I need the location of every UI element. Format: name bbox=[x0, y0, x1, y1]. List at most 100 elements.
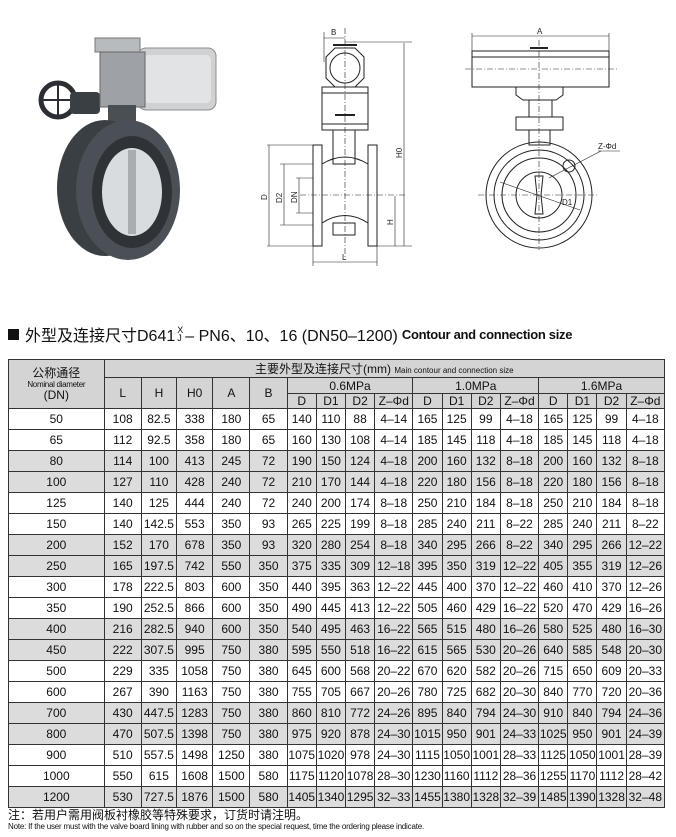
table-cell: 670 bbox=[412, 660, 443, 682]
table-cell: 282.5 bbox=[140, 618, 178, 640]
table-cell: 20–30 bbox=[625, 639, 666, 661]
table-cell: 250 bbox=[412, 492, 443, 514]
table-cell: 530 bbox=[470, 639, 501, 661]
table-cell: 530 bbox=[103, 786, 142, 808]
cell-dn: 1000 bbox=[8, 765, 105, 787]
table-row: 800 470 507.5 1398 750 380 975 920 878 24–30 1015 9… bbox=[8, 723, 666, 745]
table-cell: 1485 bbox=[538, 786, 569, 808]
table-cell: 1255 bbox=[538, 765, 569, 787]
table-cell: 16–26 bbox=[499, 618, 540, 640]
table-cell: 600 bbox=[212, 576, 251, 598]
table-cell: 1455 bbox=[412, 786, 443, 808]
table-cell: 32–33 bbox=[374, 786, 414, 808]
title-model-variant: X J bbox=[177, 325, 184, 343]
table-cell: 319 bbox=[596, 555, 627, 577]
table-cell: 4–14 bbox=[374, 429, 414, 451]
table-cell: 16–22 bbox=[374, 618, 414, 640]
table-cell: 211 bbox=[470, 513, 501, 535]
cell-dn: 1200 bbox=[8, 786, 105, 808]
pneumatic-actuator bbox=[94, 37, 217, 111]
dim-label-a: A bbox=[537, 27, 543, 36]
table-cell: 210 bbox=[441, 492, 472, 514]
cell-dn: 65 bbox=[8, 429, 105, 451]
table-cell: 355 bbox=[567, 555, 598, 577]
header-col-h: H bbox=[140, 377, 178, 409]
table-cell: 156 bbox=[596, 471, 627, 493]
table-cell: 4–18 bbox=[499, 429, 540, 451]
table-cell: 125 bbox=[441, 408, 472, 430]
dimensions-table: 公称通径 Nominal diameter (DN) 主要外型及连接尺寸(mm)… bbox=[8, 359, 666, 808]
table-cell: 755 bbox=[286, 681, 317, 703]
table-cell: 125 bbox=[567, 408, 598, 430]
table-cell: 568 bbox=[344, 660, 376, 682]
table-cell: 1328 bbox=[470, 786, 501, 808]
table-row: 50 108 82.5 338 180 65 140 110 88 4–14 165 125 99 4–1… bbox=[8, 408, 666, 430]
table-cell: 400 bbox=[441, 576, 472, 598]
table-cell: 727.5 bbox=[140, 786, 178, 808]
table-cell: 1058 bbox=[175, 660, 214, 682]
table-cell: 24–36 bbox=[625, 702, 666, 724]
table-cell: 640 bbox=[538, 639, 569, 661]
table-cell: 210 bbox=[286, 471, 317, 493]
title-variant-top: X bbox=[177, 325, 184, 335]
table-cell: 88 bbox=[344, 408, 376, 430]
header-subcol: D1 bbox=[567, 393, 598, 409]
table-cell: 160 bbox=[441, 450, 472, 472]
table-cell: 110 bbox=[315, 408, 347, 430]
cell-dn: 200 bbox=[8, 534, 105, 556]
table-cell: 1112 bbox=[470, 765, 501, 787]
table-cell: 553 bbox=[175, 513, 214, 535]
header-subcol: D2 bbox=[470, 393, 501, 409]
table-cell: 65 bbox=[249, 429, 288, 451]
table-cell: 132 bbox=[470, 450, 501, 472]
table-cell: 211 bbox=[596, 513, 627, 535]
table-cell: 370 bbox=[470, 576, 501, 598]
table-cell: 470 bbox=[567, 597, 598, 619]
table-cell: 480 bbox=[596, 618, 627, 640]
table-cell: 319 bbox=[470, 555, 501, 577]
table-cell: 750 bbox=[212, 702, 251, 724]
cell-dn: 100 bbox=[8, 471, 105, 493]
table-cell: 1001 bbox=[470, 744, 501, 766]
table-cell: 20–26 bbox=[499, 660, 540, 682]
table-cell: 750 bbox=[212, 639, 251, 661]
cell-dn: 300 bbox=[8, 576, 105, 598]
table-cell: 99 bbox=[596, 408, 627, 430]
title-prefix: 外型及连接尺寸D641 bbox=[25, 328, 176, 345]
table-cell: 428 bbox=[175, 471, 214, 493]
table-cell: 350 bbox=[212, 513, 251, 535]
table-cell: 975 bbox=[286, 723, 317, 745]
table-row: 1200 530 727.5 1876 1500 580 1405 1340 1295 32–33… bbox=[8, 786, 666, 808]
table-row: 350 190 252.5 866 600 350 490 445 413 12–22 505 460… bbox=[8, 597, 666, 619]
table-cell: 225 bbox=[315, 513, 347, 535]
table-row: 125 140 125 444 240 72 240 200 174 8–18 250 210 184 8… bbox=[8, 492, 666, 514]
table-cell: 160 bbox=[567, 450, 598, 472]
table-row: 100 127 110 428 240 72 210 170 144 4–18 220 180 156 8… bbox=[8, 471, 666, 493]
table-cell: 810 bbox=[315, 702, 347, 724]
table-cell: 895 bbox=[412, 702, 443, 724]
table-cell: 174 bbox=[344, 492, 376, 514]
table-cell: 429 bbox=[596, 597, 627, 619]
table-cell: 463 bbox=[344, 618, 376, 640]
table-cell: 350 bbox=[249, 576, 288, 598]
table-cell: 20–30 bbox=[499, 681, 540, 703]
table-row: 700 430 447.5 1283 750 380 860 810 772 24–26 895 84… bbox=[8, 702, 666, 724]
table-cell: 1398 bbox=[175, 723, 214, 745]
table-cell: 550 bbox=[315, 639, 347, 661]
table-cell: 445 bbox=[315, 597, 347, 619]
table-cell: 110 bbox=[140, 471, 178, 493]
table-cell: 565 bbox=[412, 618, 443, 640]
table-cell: 245 bbox=[212, 450, 251, 472]
table-cell: 20–26 bbox=[499, 639, 540, 661]
table-cell: 460 bbox=[538, 576, 569, 598]
table-cell: 1015 bbox=[412, 723, 443, 745]
table-cell: 72 bbox=[249, 450, 288, 472]
table-cell: 28–30 bbox=[374, 765, 414, 787]
table-cell: 1075 bbox=[286, 744, 317, 766]
dim-label-h: H bbox=[386, 219, 395, 225]
table-row: 900 510 557.5 1498 1250 380 1075 1020 978 24–30 11… bbox=[8, 744, 666, 766]
cell-dn: 800 bbox=[8, 723, 105, 745]
table-cell: 1876 bbox=[175, 786, 214, 808]
header-main-dimensions: 主要外型及连接尺寸(mm) Main contour and connectio… bbox=[103, 359, 666, 378]
table-cell: 12–22 bbox=[499, 576, 540, 598]
